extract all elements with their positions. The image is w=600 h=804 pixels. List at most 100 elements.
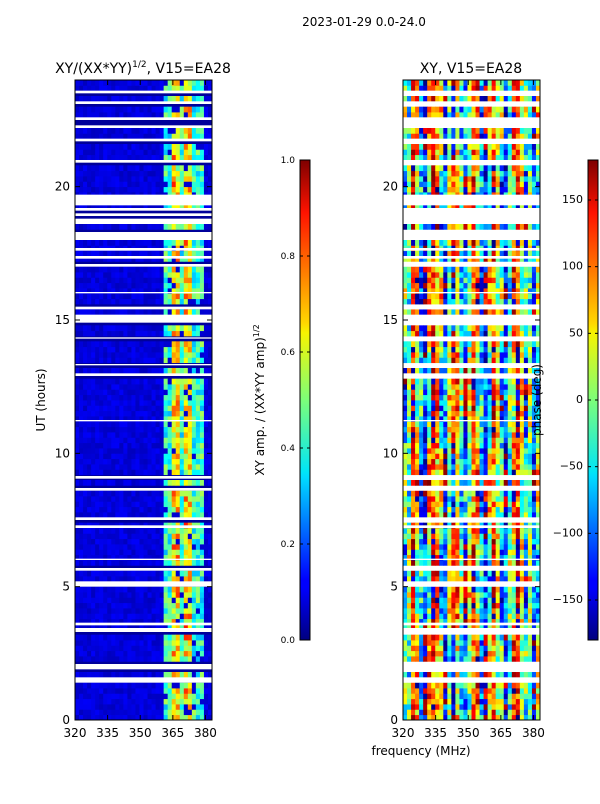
amp-heatmap-cell bbox=[156, 688, 160, 694]
amp-heatmap-cell bbox=[156, 533, 160, 539]
phase-heatmap-cell bbox=[516, 560, 520, 566]
phase-heatmap-cell bbox=[472, 549, 476, 555]
phase-heatmap-cell bbox=[472, 709, 476, 715]
phase-heatmap-cell bbox=[459, 672, 463, 678]
phase-heatmap-cell bbox=[516, 587, 520, 593]
amp-heatmap-cell bbox=[192, 496, 196, 502]
amp-heatmap-cell bbox=[87, 251, 91, 257]
phase-heatmap-cell bbox=[476, 405, 480, 411]
amp-heatmap-cell bbox=[188, 453, 192, 459]
phase-heatmap-cell bbox=[411, 421, 415, 427]
amp-heatmap-cell bbox=[131, 85, 135, 91]
amp-heatmap-cell bbox=[135, 560, 139, 566]
phase-heatmap-cell bbox=[459, 683, 463, 689]
phase-heatmap-cell bbox=[411, 528, 415, 534]
amp-heatmap-cell bbox=[172, 651, 176, 657]
amp-heatmap-cell bbox=[196, 267, 200, 273]
amp-flagged-row bbox=[75, 476, 212, 479]
amp-heatmap-cell bbox=[204, 384, 208, 390]
phase-heatmap-cell bbox=[488, 453, 492, 459]
amp-heatmap-cell bbox=[119, 277, 123, 283]
phase-heatmap-cell bbox=[508, 608, 512, 614]
amp-heatmap-cell bbox=[107, 539, 111, 545]
amp-heatmap-cell bbox=[111, 293, 115, 299]
amp-heatmap-cell bbox=[156, 491, 160, 497]
phase-heatmap-cell bbox=[463, 469, 467, 475]
amp-heatmap-cell bbox=[127, 133, 131, 139]
phase-heatmap-cell bbox=[439, 704, 443, 710]
amp-heatmap-cell bbox=[111, 464, 115, 470]
phase-heatmap-cell bbox=[467, 683, 471, 689]
amp-heatmap-cell bbox=[123, 645, 127, 651]
amp-heatmap-cell bbox=[139, 155, 143, 161]
phase-heatmap-cell bbox=[480, 421, 484, 427]
phase-heatmap-cell bbox=[532, 709, 536, 715]
phase-heatmap-cell bbox=[447, 560, 451, 566]
phase-heatmap-cell bbox=[451, 395, 455, 401]
amp-heatmap-cell bbox=[103, 395, 107, 401]
amp-heatmap-cell bbox=[111, 352, 115, 358]
phase-heatmap-cell bbox=[484, 693, 488, 699]
phase-heatmap-cell bbox=[463, 693, 467, 699]
phase-heatmap-cell bbox=[463, 501, 467, 507]
amp-heatmap-cell bbox=[184, 683, 188, 689]
amp-heatmap-cell bbox=[172, 699, 176, 705]
amp-heatmap-cell bbox=[172, 325, 176, 331]
phase-heatmap-cell bbox=[512, 453, 516, 459]
amp-heatmap-cell bbox=[176, 176, 180, 182]
phase-heatmap-cell bbox=[447, 539, 451, 545]
amp-heatmap-cell bbox=[184, 352, 188, 358]
phase-heatmap-cell bbox=[504, 501, 508, 507]
phase-heatmap-cell bbox=[415, 480, 419, 486]
amp-heatmap-cell bbox=[107, 181, 111, 187]
phase-heatmap-cell bbox=[508, 645, 512, 651]
phase-heatmap-cell bbox=[500, 699, 504, 705]
amp-heatmap-cell bbox=[99, 571, 103, 577]
amp-heatmap-cell bbox=[107, 704, 111, 710]
amp-heatmap-cell bbox=[123, 512, 127, 518]
phase-heatmap-cell bbox=[532, 533, 536, 539]
amp-heatmap-cell bbox=[184, 155, 188, 161]
amp-heatmap-cell bbox=[172, 400, 176, 406]
amp-heatmap-cell bbox=[188, 272, 192, 278]
amp-heatmap-cell bbox=[99, 107, 103, 113]
amp-heatmap-cell bbox=[192, 347, 196, 353]
amp-heatmap-cell bbox=[156, 640, 160, 646]
amp-heatmap-cell bbox=[99, 133, 103, 139]
phase-heatmap-cell bbox=[459, 491, 463, 497]
amp-heatmap-cell bbox=[168, 576, 172, 582]
phase-heatmap-cell bbox=[423, 464, 427, 470]
amp-heatmap-cell bbox=[99, 640, 103, 646]
amp-heatmap-cell bbox=[172, 459, 176, 465]
amp-flagged-row bbox=[75, 264, 212, 267]
amp-heatmap-cell bbox=[200, 693, 204, 699]
phase-heatmap-cell bbox=[467, 688, 471, 694]
phase-heatmap-cell bbox=[427, 432, 431, 438]
phase-heatmap-cell bbox=[459, 560, 463, 566]
phase-heatmap-cell bbox=[500, 560, 504, 566]
phase-heatmap-cell bbox=[480, 693, 484, 699]
amp-heatmap-cell bbox=[127, 299, 131, 305]
amp-heatmap-cell bbox=[99, 587, 103, 593]
phase-heatmap-cell bbox=[480, 704, 484, 710]
amp-heatmap-cell bbox=[164, 512, 168, 518]
amp-heatmap-cell bbox=[168, 128, 172, 134]
phase-heatmap-cell bbox=[415, 405, 419, 411]
phase-heatmap-cell bbox=[459, 587, 463, 593]
amp-heatmap-cell bbox=[164, 688, 168, 694]
amp-heatmap-cell bbox=[180, 389, 184, 395]
amp-heatmap-cell bbox=[160, 395, 164, 401]
amp-heatmap-cell bbox=[75, 432, 79, 438]
amp-heatmap-cell bbox=[200, 453, 204, 459]
phase-heatmap-cell bbox=[480, 587, 484, 593]
phase-heatmap-cell bbox=[427, 592, 431, 598]
phase-heatmap-cell bbox=[480, 528, 484, 534]
amp-heatmap-cell bbox=[164, 400, 168, 406]
phase-heatmap-cell bbox=[476, 613, 480, 619]
phase-heatmap-cell bbox=[488, 507, 492, 513]
amp-heatmap-cell bbox=[192, 112, 196, 118]
amp-heatmap-cell bbox=[200, 293, 204, 299]
amp-heatmap-cell bbox=[192, 96, 196, 102]
phase-heatmap-cell bbox=[443, 427, 447, 433]
amp-heatmap-cell bbox=[135, 251, 139, 257]
